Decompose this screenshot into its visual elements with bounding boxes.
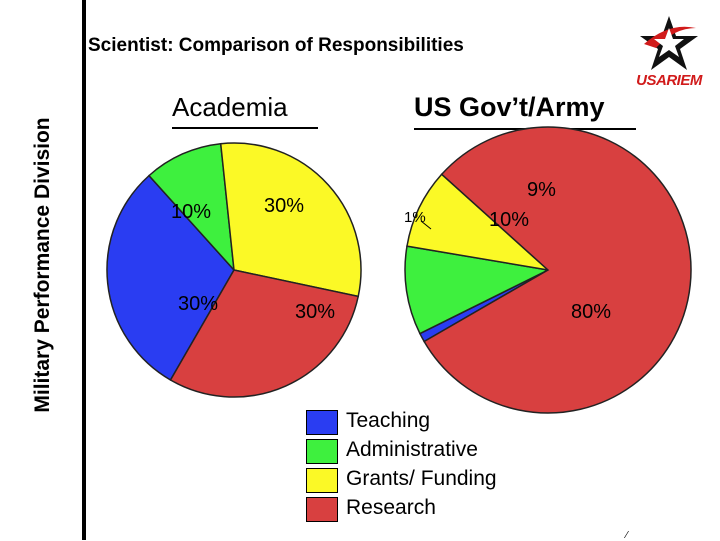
army-data-label-3: 80% <box>571 301 611 323</box>
academia-slice-teaching <box>106 174 235 382</box>
academia-chart-title: Academia <box>172 92 288 122</box>
sidebar: Military Performance Division <box>0 0 86 540</box>
academia-data-label-0: 30% <box>178 293 218 315</box>
army-data-label-1: 10% <box>489 209 529 231</box>
army-1pct-leader-line <box>420 220 432 230</box>
legend-item: Administrative <box>306 437 546 466</box>
slide-title: Scientist: Comparison of Responsibilitie… <box>88 35 464 56</box>
legend-label: Research <box>346 496 436 519</box>
academia-data-label-1: 10% <box>171 201 211 223</box>
academia-data-label-3: 30% <box>295 301 335 323</box>
academia-title-underline <box>172 127 318 129</box>
legend-swatch <box>306 497 338 522</box>
army-slice-research <box>423 126 692 414</box>
corner-mark: ⁄ <box>626 530 628 541</box>
army-slice-grants-funding <box>406 173 551 272</box>
legend-item: Grants/ Funding <box>306 466 546 495</box>
star-logo-icon <box>640 16 698 70</box>
legend-label: Grants/ Funding <box>346 467 497 490</box>
legend-item: Research <box>306 495 546 524</box>
legend-swatch <box>306 439 338 464</box>
legend-swatch <box>306 410 338 435</box>
army-slice-administrative <box>404 245 551 335</box>
legend-swatch <box>306 468 338 493</box>
legend-label: Administrative <box>346 438 478 461</box>
academia-slice-grants-funding <box>219 142 362 298</box>
army-chart-title: US Gov’t/Army <box>414 92 605 122</box>
academia-data-label-2: 30% <box>264 195 304 217</box>
logo-text: USARIEM <box>636 72 702 89</box>
academia-slice-administrative <box>147 142 235 273</box>
army-data-label-2: 9% <box>527 179 556 201</box>
legend-label: Teaching <box>346 409 431 432</box>
army-data-label-0: 1% <box>404 209 426 226</box>
logo: USARIEM <box>624 14 714 96</box>
academia-slice-research <box>169 269 360 398</box>
legend-item: Teaching <box>306 408 546 437</box>
